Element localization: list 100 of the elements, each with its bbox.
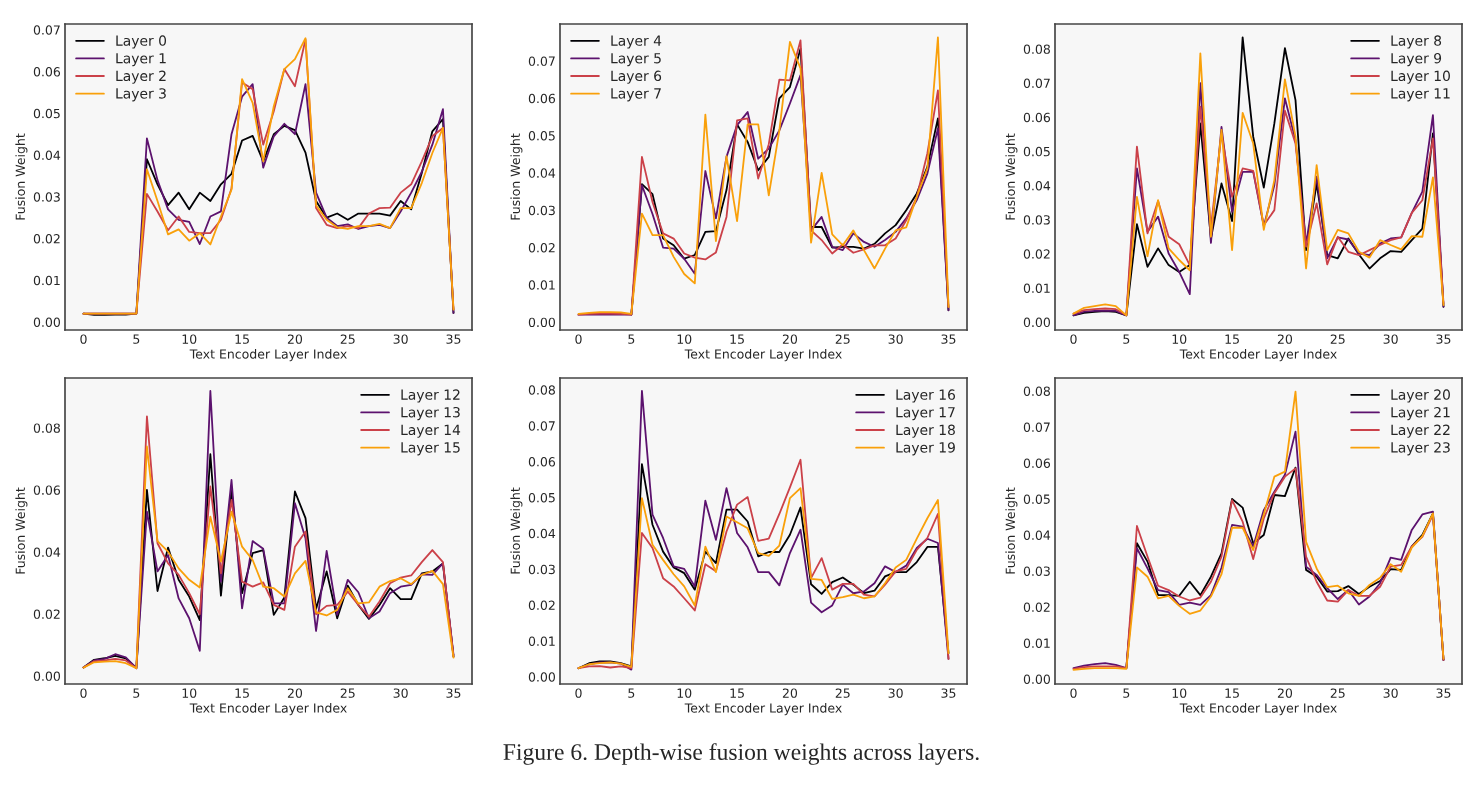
x-tick-label: 5 — [628, 688, 635, 698]
legend-label: Layer 23 — [1391, 442, 1450, 456]
legend-label: Layer 1 — [116, 53, 166, 67]
y-axis-title: Fusion Weight — [15, 487, 28, 574]
y-tick-label: 0.08 — [1023, 44, 1050, 54]
x-tick-label: 15 — [235, 688, 249, 698]
y-tick-label: 0.03 — [33, 192, 60, 202]
x-tick-label: 10 — [182, 334, 197, 344]
y-axis-title: Fusion Weight — [510, 487, 523, 574]
y-tick-label: 0.07 — [528, 56, 555, 66]
y-axis-title: Fusion Weight — [15, 133, 28, 220]
legend-label: Layer 21 — [1391, 406, 1450, 421]
x-tick-label: 10 — [677, 688, 692, 698]
x-tick-label: 35 — [941, 688, 956, 698]
x-axis-title: Text Encoder Layer Index — [189, 703, 347, 716]
y-axis-title: Fusion Weight — [1005, 487, 1018, 574]
x-tick-label: 35 — [941, 334, 956, 344]
legend-label: Layer 16 — [896, 389, 956, 403]
x-tick-label: 5 — [1123, 334, 1130, 344]
y-tick-label: 0.08 — [528, 385, 555, 395]
legend-label: Layer 5 — [611, 53, 661, 67]
x-tick-label: 25 — [1330, 688, 1345, 698]
legend-label: Layer 15 — [401, 442, 460, 456]
y-tick-label: 0.05 — [1023, 494, 1050, 504]
x-tick-label: 20 — [287, 688, 303, 698]
x-tick-label: 30 — [1383, 334, 1398, 344]
x-tick-label: 15 — [730, 334, 744, 344]
y-tick-label: 0.03 — [1023, 215, 1050, 225]
x-tick-label: 25 — [835, 688, 850, 698]
x-tick-label: 15 — [1225, 688, 1239, 698]
y-tick-label: 0.00 — [1023, 317, 1050, 328]
y-tick-label: 0.00 — [1023, 674, 1050, 684]
y-tick-label: 0.01 — [33, 275, 60, 286]
legend-label: Layer 20 — [1391, 389, 1450, 403]
x-tick-label: 10 — [182, 688, 197, 698]
legend-label: Layer 19 — [896, 442, 955, 456]
legend-label: Layer 14 — [401, 424, 461, 438]
y-tick-label: 0.06 — [528, 457, 556, 467]
y-tick-label: 0.04 — [33, 150, 61, 161]
y-tick-label: 0.07 — [1023, 78, 1050, 89]
x-tick-label: 15 — [235, 334, 249, 344]
x-tick-label: 5 — [133, 688, 140, 698]
x-tick-label: 15 — [730, 688, 744, 698]
y-tick-label: 0.02 — [1023, 602, 1050, 612]
x-tick-label: 5 — [1123, 688, 1130, 698]
x-axis-title: Text Encoder Layer Index — [684, 703, 842, 716]
y-tick-label: 0.01 — [1023, 283, 1050, 293]
x-tick-label: 35 — [446, 688, 461, 698]
legend-label: Layer 3 — [116, 88, 166, 102]
y-tick-label: 0.08 — [1023, 386, 1050, 396]
legend-label: Layer 10 — [1391, 70, 1450, 84]
x-axis-title: Text Encoder Layer Index — [1179, 349, 1337, 362]
y-tick-label: 0.04 — [1023, 181, 1051, 191]
x-tick-label: 15 — [1225, 334, 1239, 344]
x-axis-title: Text Encoder Layer Index — [684, 349, 842, 362]
y-tick-label: 0.07 — [33, 25, 60, 35]
x-tick-label: 0 — [1070, 688, 1077, 698]
x-tick-label: 10 — [1172, 334, 1187, 344]
y-tick-label: 0.00 — [33, 671, 60, 681]
y-tick-label: 0.05 — [528, 492, 555, 503]
y-tick-label: 0.01 — [528, 280, 555, 290]
x-tick-label: 30 — [888, 688, 903, 698]
y-tick-label: 0.00 — [528, 672, 555, 682]
legend-label: Layer 4 — [611, 35, 662, 49]
x-tick-label: 30 — [393, 334, 408, 344]
y-tick-label: 0.05 — [1023, 146, 1050, 157]
legend-label: Layer 7 — [611, 88, 661, 102]
y-tick-label: 0.04 — [1023, 530, 1051, 540]
x-tick-label: 25 — [1330, 334, 1345, 344]
x-tick-label: 0 — [575, 334, 582, 344]
y-tick-label: 0.02 — [528, 243, 555, 253]
x-tick-label: 20 — [782, 334, 798, 344]
legend-label: Layer 18 — [896, 424, 955, 438]
y-tick-label: 0.06 — [1023, 458, 1051, 468]
y-tick-label: 0.07 — [528, 421, 555, 431]
y-tick-label: 0.02 — [33, 609, 60, 619]
y-axis-title: Fusion Weight — [1005, 133, 1018, 220]
y-tick-label: 0.01 — [1023, 638, 1050, 648]
y-tick-label: 0.05 — [33, 108, 60, 119]
legend-label: Layer 12 — [401, 389, 460, 403]
x-tick-label: 5 — [628, 334, 635, 344]
x-tick-label: 0 — [575, 688, 582, 698]
y-tick-label: 0.02 — [528, 600, 555, 611]
x-tick-label: 0 — [80, 334, 87, 344]
y-tick-label: 0.01 — [528, 636, 555, 646]
x-tick-label: 20 — [1277, 688, 1293, 698]
y-tick-label: 0.02 — [33, 234, 60, 244]
x-tick-label: 20 — [1277, 334, 1293, 344]
x-axis-title: Text Encoder Layer Index — [189, 349, 347, 362]
caption: Figure 6. Depth-wise fusion weights across layers. — [503, 743, 979, 765]
y-tick-label: 0.05 — [528, 131, 555, 141]
legend-label: Layer 6 — [611, 70, 662, 84]
y-tick-label: 0.08 — [33, 423, 60, 433]
y-tick-label: 0.03 — [528, 564, 555, 575]
y-tick-label: 0.00 — [528, 317, 555, 328]
x-tick-label: 35 — [446, 334, 461, 344]
legend-label: Layer 11 — [1391, 88, 1450, 102]
y-tick-label: 0.04 — [33, 547, 61, 557]
y-tick-label: 0.02 — [1023, 249, 1050, 259]
legend-label: Layer 22 — [1391, 424, 1450, 438]
